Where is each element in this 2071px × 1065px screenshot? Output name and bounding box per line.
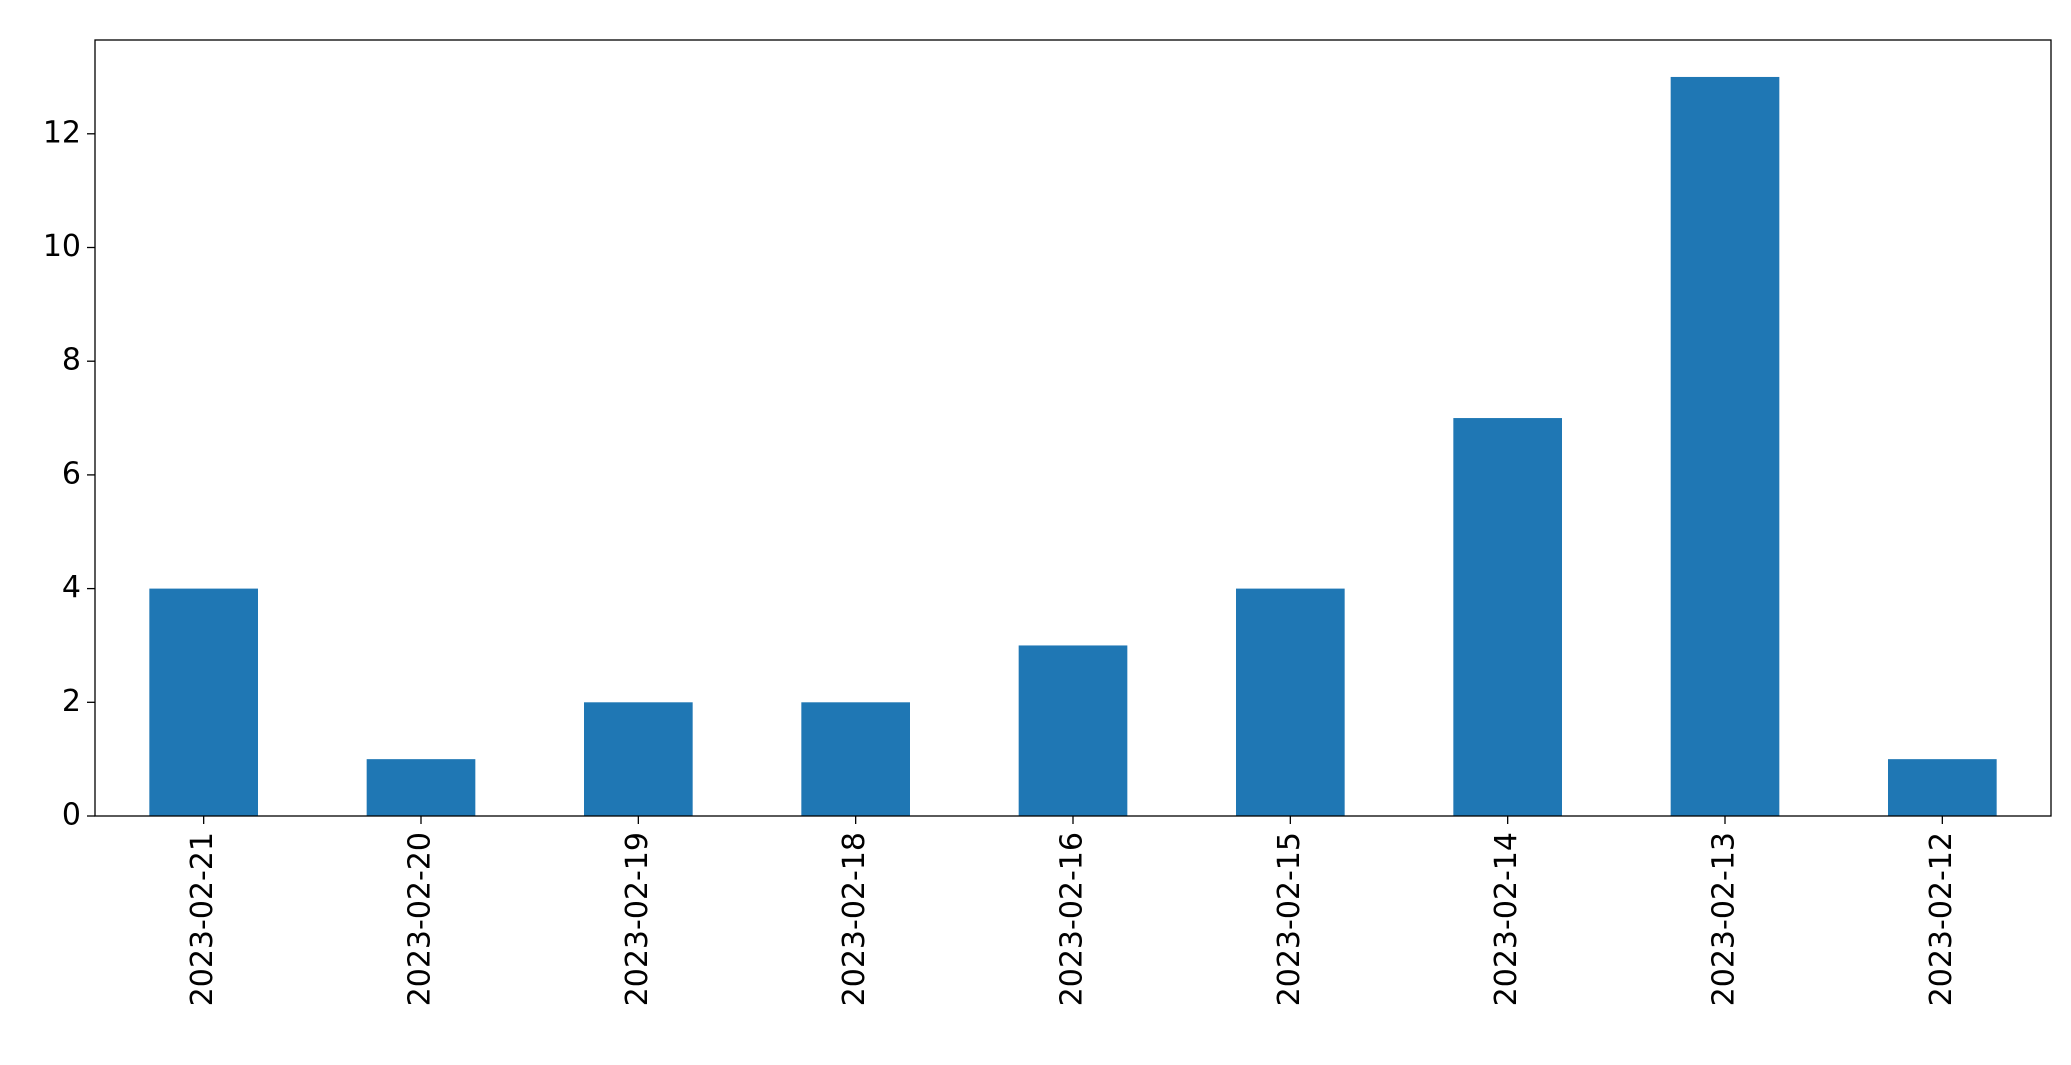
x-tick-label: 2023-02-19: [620, 832, 655, 1006]
x-tick-label: 2023-02-20: [403, 832, 438, 1006]
y-tick-label: 6: [62, 456, 81, 491]
y-tick-label: 8: [62, 343, 81, 378]
bar: [801, 702, 910, 816]
x-tick-label: 2023-02-14: [1489, 832, 1524, 1006]
bar: [1236, 588, 1345, 816]
x-tick-label: 2023-02-18: [837, 832, 872, 1006]
bar: [1670, 76, 1780, 816]
bar: [1888, 759, 1997, 816]
bar: [366, 759, 476, 816]
x-tick-label: 2023-02-13: [1707, 832, 1742, 1006]
plot-frame: [94, 39, 2052, 817]
y-tick-label: 4: [62, 570, 81, 605]
x-tick-label: 2023-02-16: [1055, 832, 1090, 1006]
y-tick-label: 12: [43, 115, 81, 150]
x-tick-label: 2023-02-15: [1272, 832, 1307, 1006]
y-tick-label: 0: [62, 798, 81, 833]
bar: [1453, 418, 1562, 816]
y-tick-label: 10: [43, 229, 81, 264]
bar: [1018, 645, 1128, 816]
x-tick-label: 2023-02-12: [1924, 832, 1959, 1006]
bar: [584, 702, 693, 816]
bar: [149, 588, 258, 816]
x-tick-label: 2023-02-21: [185, 832, 220, 1006]
y-tick-label: 2: [62, 684, 81, 719]
